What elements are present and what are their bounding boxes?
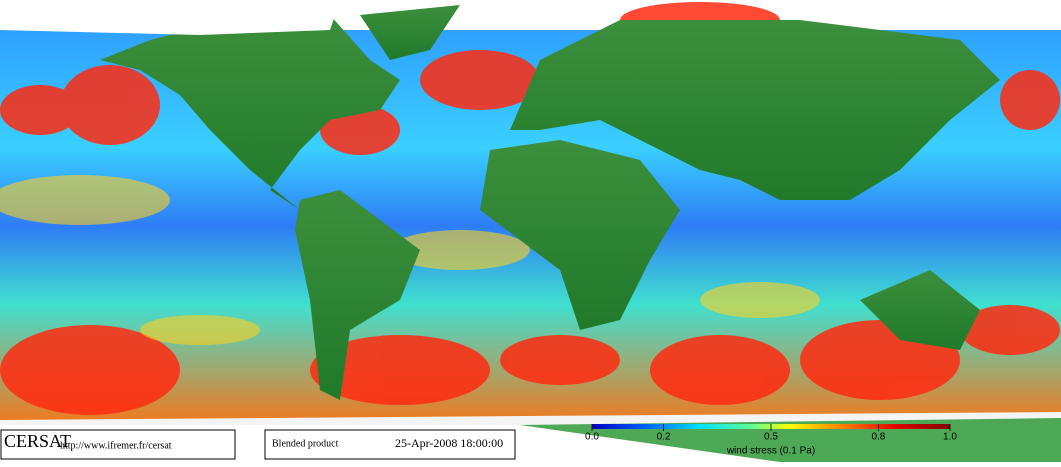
colorbar-tick-label: 0.0 [585, 432, 599, 443]
colorbar-tick-label: 0.8 [871, 432, 885, 443]
footer: CERSAT http://www.ifremer.fr/cersat Blen… [0, 429, 516, 460]
product: Blended product [272, 438, 339, 449]
logo: CERSAT [4, 431, 71, 451]
colorbar: wind stress (0.1 Pa) 0.0 0.2 0.5 0.8 1.0 [585, 424, 957, 457]
date: 25-Apr-2008 18:00:00 [395, 436, 503, 450]
colorbar-tick-label: 0.2 [657, 432, 671, 443]
colorbar-tick-label: 0.5 [764, 432, 778, 443]
colorbar-tick-label: 1.0 [943, 432, 957, 443]
url: http://www.ifremer.fr/cersat [60, 440, 172, 451]
colorbar-title: wind stress (0.1 Pa) [726, 446, 815, 457]
